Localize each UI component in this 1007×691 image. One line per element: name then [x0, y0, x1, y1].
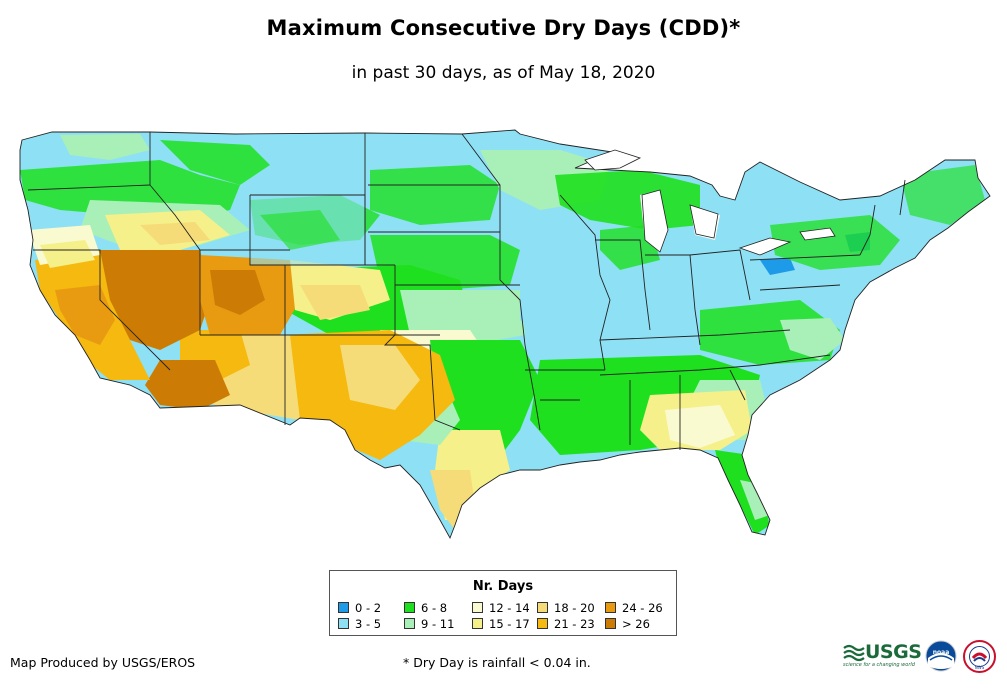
great-lakes — [584, 149, 836, 256]
legend-item: > 26 — [605, 618, 650, 631]
legend-swatch — [404, 618, 415, 629]
legend-item: 12 - 14 — [472, 602, 530, 615]
map-subtitle: in past 30 days, as of May 18, 2020 — [351, 63, 656, 83]
legend-label: 9 - 11 — [421, 617, 455, 631]
legend-swatch — [472, 602, 483, 613]
noaa-label: noaa — [933, 649, 950, 656]
legend-swatch — [472, 618, 483, 629]
legend-swatch — [404, 602, 415, 613]
legend-item: 18 - 20 — [537, 602, 595, 615]
legend-swatch — [537, 618, 548, 629]
usgs-logo: USGS science for a changing world — [843, 641, 922, 671]
legend-item: 3 - 5 — [338, 618, 381, 631]
legend-swatch — [338, 618, 349, 629]
usgs-wordmark: USGS — [865, 641, 922, 663]
map-title: Maximum Consecutive Dry Days (CDD)* — [266, 16, 741, 40]
dry-day-footnote: * Dry Day is rainfall < 0.04 in. — [403, 655, 591, 670]
legend-swatch — [338, 602, 349, 613]
legend-label: > 26 — [622, 617, 650, 631]
legend-label: 6 - 8 — [421, 601, 448, 615]
nws-label: NWS — [975, 665, 985, 670]
legend-item: 0 - 2 — [338, 602, 381, 615]
legend-label: 3 - 5 — [355, 617, 382, 631]
legend-item: 24 - 26 — [605, 602, 663, 615]
legend: Nr. Days 0 - 2 3 - 5 6 - 8 9 - 11 12 - 1… — [329, 570, 677, 636]
usgs-wave-icon — [843, 644, 865, 662]
legend-swatch — [605, 602, 616, 613]
legend-item: 15 - 17 — [472, 618, 530, 631]
legend-label: 12 - 14 — [489, 601, 530, 615]
legend-label: 24 - 26 — [622, 601, 663, 615]
map-credit: Map Produced by USGS/EROS — [10, 655, 196, 670]
nws-logo-icon: NWS — [963, 640, 996, 673]
legend-item: 21 - 23 — [537, 618, 595, 631]
legend-label: 0 - 2 — [355, 601, 382, 615]
legend-title: Nr. Days — [472, 579, 534, 594]
usgs-tagline: science for a changing world — [843, 662, 915, 668]
legend-label: 15 - 17 — [489, 617, 530, 631]
legend-label: 18 - 20 — [554, 601, 595, 615]
noaa-logo-icon: noaa — [925, 640, 957, 672]
legend-swatch — [605, 618, 616, 629]
state-borders — [19, 129, 991, 540]
legend-item: 9 - 11 — [404, 618, 454, 631]
legend-label: 21 - 23 — [554, 617, 595, 631]
legend-swatch — [537, 602, 548, 613]
legend-item: 6 - 8 — [404, 602, 447, 615]
